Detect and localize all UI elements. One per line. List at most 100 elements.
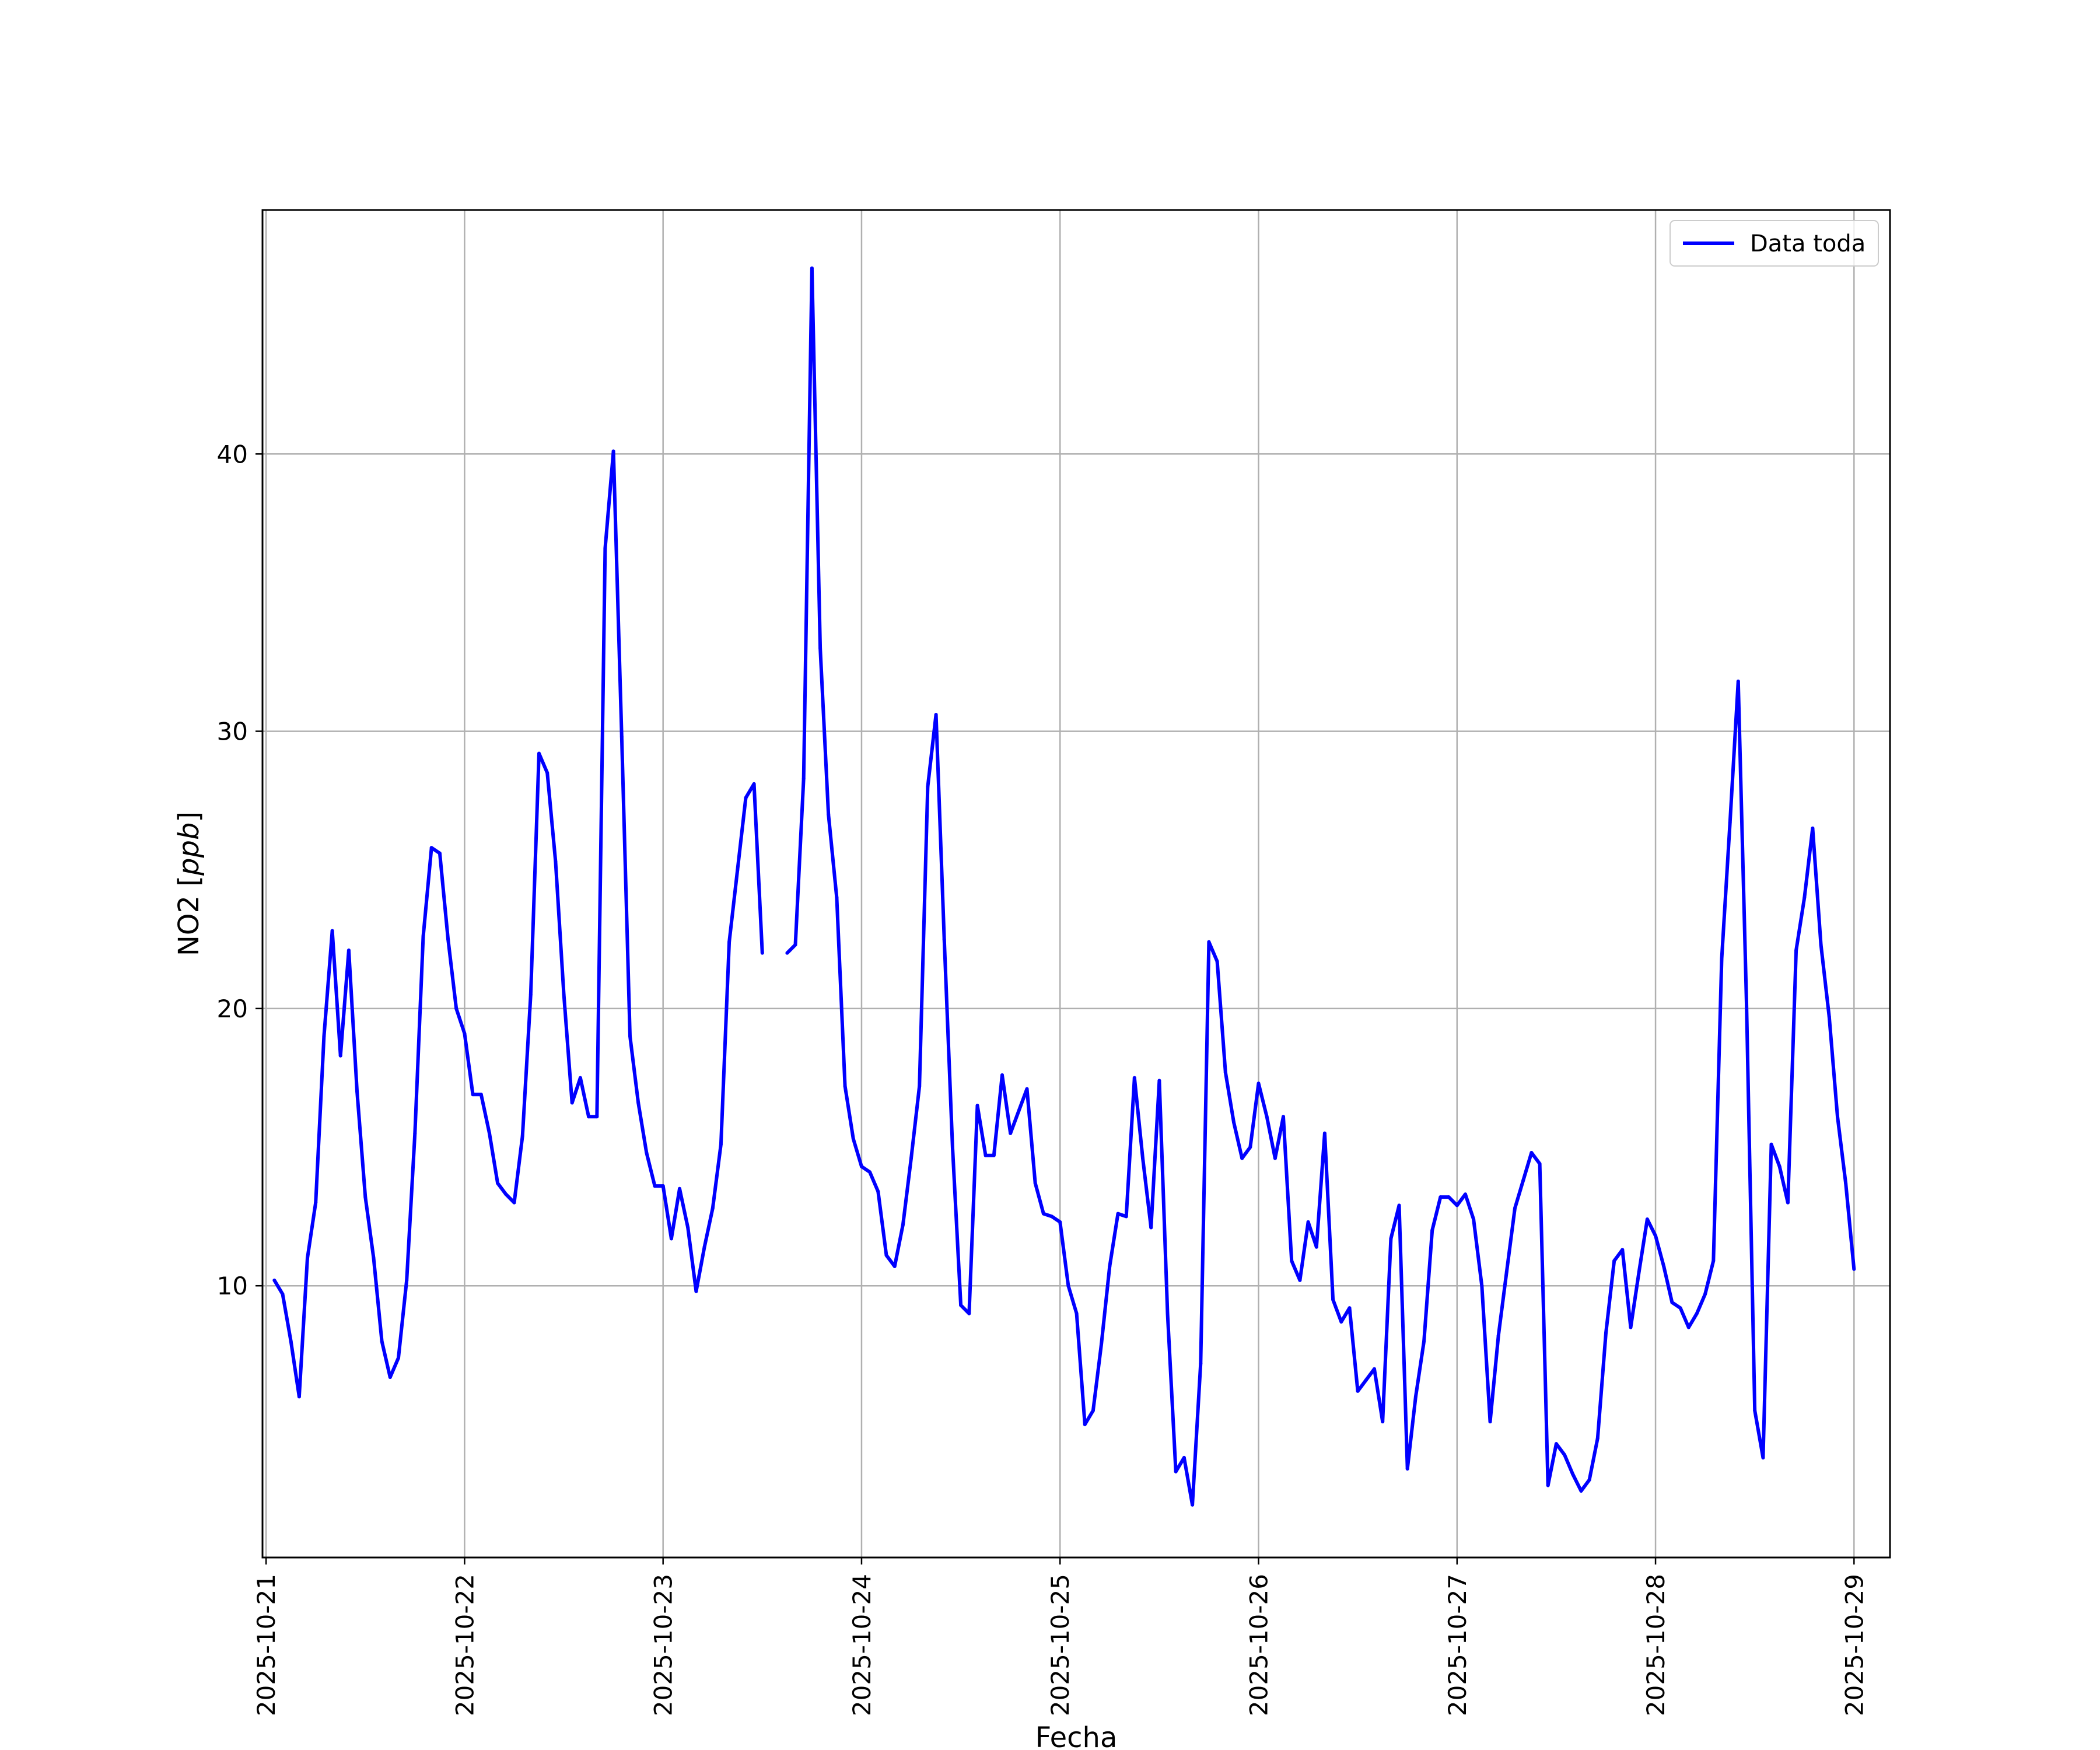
data-point <box>1116 1212 1120 1216</box>
data-point <box>918 1084 922 1088</box>
data-point <box>1290 1259 1294 1263</box>
data-point <box>1662 1264 1666 1268</box>
data-point <box>868 1170 872 1174</box>
data-point <box>380 1339 384 1343</box>
data-point <box>710 1206 715 1210</box>
x-tick-label: 2025-10-26 <box>1245 1574 1273 1716</box>
data-point <box>1141 1156 1144 1160</box>
data-point <box>1670 1300 1674 1304</box>
data-point <box>827 813 831 817</box>
data-point <box>744 796 748 800</box>
data-point <box>1174 1469 1178 1474</box>
data-point <box>537 751 541 755</box>
x-tick-label: 2025-10-28 <box>1642 1574 1670 1716</box>
data-point <box>653 1184 657 1188</box>
data-point <box>1157 1079 1161 1083</box>
data-point <box>1513 1206 1517 1210</box>
data-point <box>1836 1115 1839 1119</box>
data-point <box>471 1093 475 1097</box>
data-point <box>1373 1367 1376 1371</box>
data-point <box>1455 1203 1459 1208</box>
data-point <box>570 1101 574 1105</box>
plot-area <box>262 210 1890 1558</box>
data-point <box>1364 1378 1368 1382</box>
data-point <box>1686 1325 1690 1329</box>
data-point <box>620 735 624 739</box>
x-tick-label: 2025-10-22 <box>450 1574 479 1716</box>
data-point <box>363 1195 368 1199</box>
legend: Data toda <box>1670 220 1879 267</box>
data-point <box>306 1256 309 1260</box>
y-axis-label-suffix: ] <box>173 811 205 822</box>
data-point <box>1811 826 1815 830</box>
data-point <box>793 943 797 947</box>
data-point <box>1472 1217 1476 1222</box>
data-point <box>1629 1325 1633 1329</box>
data-point <box>545 771 550 775</box>
data-point <box>785 951 789 955</box>
data-point <box>1132 1076 1136 1080</box>
data-point <box>421 935 425 939</box>
data-point <box>1207 940 1211 944</box>
data-point <box>1579 1489 1583 1493</box>
data-point <box>636 1101 640 1105</box>
data-point <box>1248 1145 1252 1149</box>
data-point <box>528 993 533 997</box>
data-point <box>272 1278 276 1282</box>
data-point <box>1215 960 1219 964</box>
data-point <box>479 1093 483 1097</box>
data-point <box>959 1303 963 1307</box>
data-point <box>1637 1270 1641 1274</box>
data-point <box>892 1264 897 1268</box>
data-point <box>1273 1156 1277 1160</box>
data-point <box>669 1237 673 1241</box>
data-point <box>595 1115 599 1119</box>
data-point <box>818 646 822 650</box>
series-layer <box>272 266 1856 1507</box>
data-point <box>1464 1192 1467 1196</box>
data-point <box>1736 680 1740 683</box>
data-point <box>413 1131 417 1135</box>
data-point <box>1223 1070 1227 1074</box>
data-point <box>611 449 615 453</box>
data-point <box>1314 1245 1318 1249</box>
data-point <box>1191 1503 1195 1507</box>
data-point <box>926 785 930 789</box>
data-point <box>1521 1178 1525 1182</box>
data-point <box>1025 1087 1029 1091</box>
data-point <box>1488 1420 1492 1424</box>
data-point <box>330 929 334 933</box>
data-point <box>454 1006 459 1010</box>
x-tick-label: 2025-10-24 <box>848 1574 876 1716</box>
data-point <box>1703 1292 1707 1296</box>
data-point <box>802 776 806 780</box>
data-point <box>314 1200 318 1205</box>
data-point <box>851 1137 855 1141</box>
legend-label: Data toda <box>1750 230 1866 257</box>
data-point <box>810 266 814 270</box>
data-point <box>645 1151 649 1154</box>
data-point <box>1728 821 1732 825</box>
data-point <box>686 1226 690 1230</box>
data-point <box>446 937 450 942</box>
data-point <box>694 1289 698 1293</box>
data-point <box>661 1184 665 1188</box>
y-tick-label: 20 <box>217 995 248 1023</box>
data-point <box>1786 1200 1790 1205</box>
data-point <box>1720 957 1724 961</box>
data-point <box>1695 1311 1699 1315</box>
data-point <box>727 940 732 944</box>
data-point <box>628 1034 632 1038</box>
data-point <box>1348 1306 1352 1310</box>
data-point <box>1124 1214 1128 1219</box>
data-point <box>835 895 839 900</box>
plot-frame <box>261 209 1891 1559</box>
data-point <box>1827 1015 1831 1019</box>
data-point <box>1074 1311 1079 1315</box>
data-point <box>578 1076 582 1080</box>
data-point <box>1777 1164 1782 1168</box>
data-point <box>1612 1259 1616 1263</box>
data-point <box>397 1356 400 1360</box>
data-point <box>678 1186 681 1191</box>
data-point <box>289 1339 293 1343</box>
